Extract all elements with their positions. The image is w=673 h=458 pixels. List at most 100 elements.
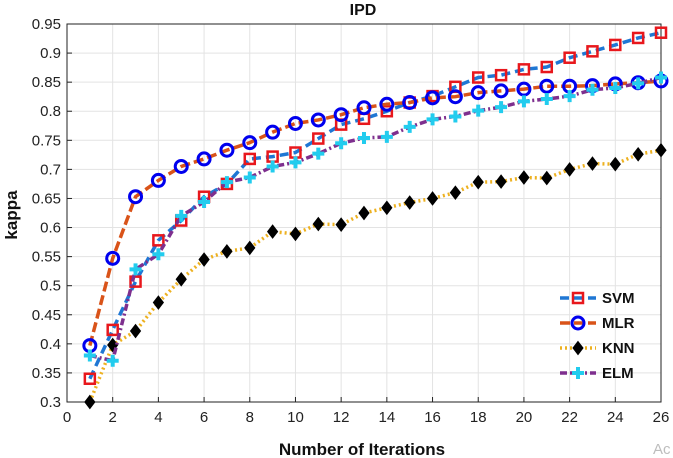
data-point-svm: [380, 104, 394, 118]
data-point-mlr: [173, 158, 189, 174]
data-point-mlr: [493, 83, 509, 99]
series-knn: [84, 142, 667, 410]
data-point-knn: [449, 185, 462, 200]
data-point-elm: [152, 248, 165, 261]
y-tick-label: 0.5: [40, 278, 61, 295]
x-tick-label: 8: [246, 409, 254, 426]
data-point-elm: [335, 137, 348, 150]
data-point-mlr: [470, 85, 486, 101]
y-tick-label: 0.95: [32, 16, 61, 33]
data-point-mlr: [447, 89, 463, 105]
x-axis-label: Number of Iterations: [279, 440, 445, 458]
data-point-knn: [655, 142, 667, 158]
data-point-elm: [632, 77, 645, 90]
y-tick-label: 0.8: [40, 103, 61, 120]
data-point-knn: [175, 271, 187, 287]
data-point-mlr: [333, 107, 349, 123]
data-point-knn: [404, 195, 416, 210]
series-line-knn: [88, 148, 662, 403]
data-point-mlr: [242, 135, 258, 151]
data-point-svm: [540, 60, 554, 74]
data-point-svm: [654, 26, 668, 39]
legend-item-mlr: MLR: [560, 315, 635, 332]
data-point-knn: [266, 224, 279, 239]
data-point-knn: [472, 174, 484, 190]
data-point-knn: [426, 191, 439, 206]
legend-marker-svm: [571, 291, 585, 305]
legend: SVM MLR KNN ELM: [560, 290, 635, 382]
legend-label-svm: SVM: [602, 290, 635, 307]
data-point-knn: [84, 394, 96, 410]
data-point-elm: [563, 90, 576, 103]
data-point-knn: [563, 162, 576, 177]
y-tick-label: 0.85: [32, 74, 61, 91]
y-axis-label: kappa: [2, 190, 21, 240]
data-point-svm: [631, 31, 645, 45]
data-point-elm: [358, 131, 370, 144]
data-point-elm: [403, 120, 416, 133]
x-tick-label: 24: [607, 409, 624, 426]
data-point-elm: [426, 113, 439, 126]
data-point-mlr: [310, 112, 326, 128]
data-point-knn: [358, 205, 370, 221]
data-point-svm: [312, 132, 325, 145]
data-point-knn: [289, 226, 302, 242]
x-tick-label: 26: [653, 409, 670, 426]
legend-item-elm: ELM: [560, 365, 634, 382]
legend-label-knn: KNN: [602, 340, 635, 357]
data-point-knn: [312, 216, 324, 232]
data-point-elm: [129, 263, 142, 276]
data-point-svm: [517, 63, 531, 76]
data-point-knn: [335, 217, 347, 232]
data-point-knn: [541, 170, 553, 186]
data-point-knn: [244, 240, 256, 256]
data-point-elm: [312, 147, 325, 160]
data-point-svm: [563, 51, 576, 64]
data-point-knn: [198, 252, 210, 267]
x-tick-label: 10: [287, 409, 304, 426]
data-point-elm: [106, 354, 119, 367]
data-point-elm: [289, 156, 302, 169]
data-point-svm: [106, 323, 119, 337]
y-tick-label: 0.7: [40, 161, 61, 178]
y-tick-label: 0.9: [40, 45, 61, 62]
y-tick-label: 0.3: [40, 394, 61, 411]
x-axis-ticks: 0 2 4 6 8 10 12 14 16 18 20 22 24 26: [63, 397, 670, 426]
data-point-elm: [540, 93, 553, 106]
data-point-elm: [449, 110, 462, 123]
data-point-svm: [586, 45, 599, 58]
data-point-elm: [609, 81, 622, 94]
series-mlr: [82, 73, 669, 354]
data-point-elm: [517, 95, 530, 108]
y-tick-label: 0.55: [32, 249, 61, 266]
data-point-knn: [152, 295, 165, 310]
legend-marker-elm: [572, 367, 584, 379]
data-point-svm: [152, 234, 165, 247]
x-tick-label: 22: [561, 409, 578, 426]
x-tick-label: 0: [63, 409, 71, 426]
data-point-mlr: [425, 90, 441, 106]
data-point-knn: [632, 146, 644, 162]
x-tick-label: 6: [200, 409, 208, 426]
data-point-knn: [221, 244, 233, 259]
data-point-elm: [220, 176, 233, 189]
x-tick-label: 20: [516, 409, 533, 426]
data-point-svm: [471, 71, 485, 84]
legend-marker-mlr: [570, 315, 586, 331]
legend-label-elm: ELM: [602, 365, 634, 382]
data-point-knn: [609, 156, 621, 172]
data-point-elm: [243, 171, 256, 184]
data-point-mlr: [516, 81, 532, 97]
data-point-elm: [495, 101, 508, 114]
watermark-text: Ac: [653, 441, 671, 458]
data-point-svm: [83, 372, 97, 385]
data-point-elm: [175, 209, 188, 222]
data-point-elm: [380, 130, 393, 143]
data-point-elm: [655, 71, 667, 84]
data-point-mlr: [105, 250, 121, 266]
data-point-mlr: [287, 115, 303, 131]
legend-item-knn: KNN: [560, 340, 635, 357]
data-point-mlr: [356, 100, 372, 116]
data-point-elm: [266, 160, 279, 173]
